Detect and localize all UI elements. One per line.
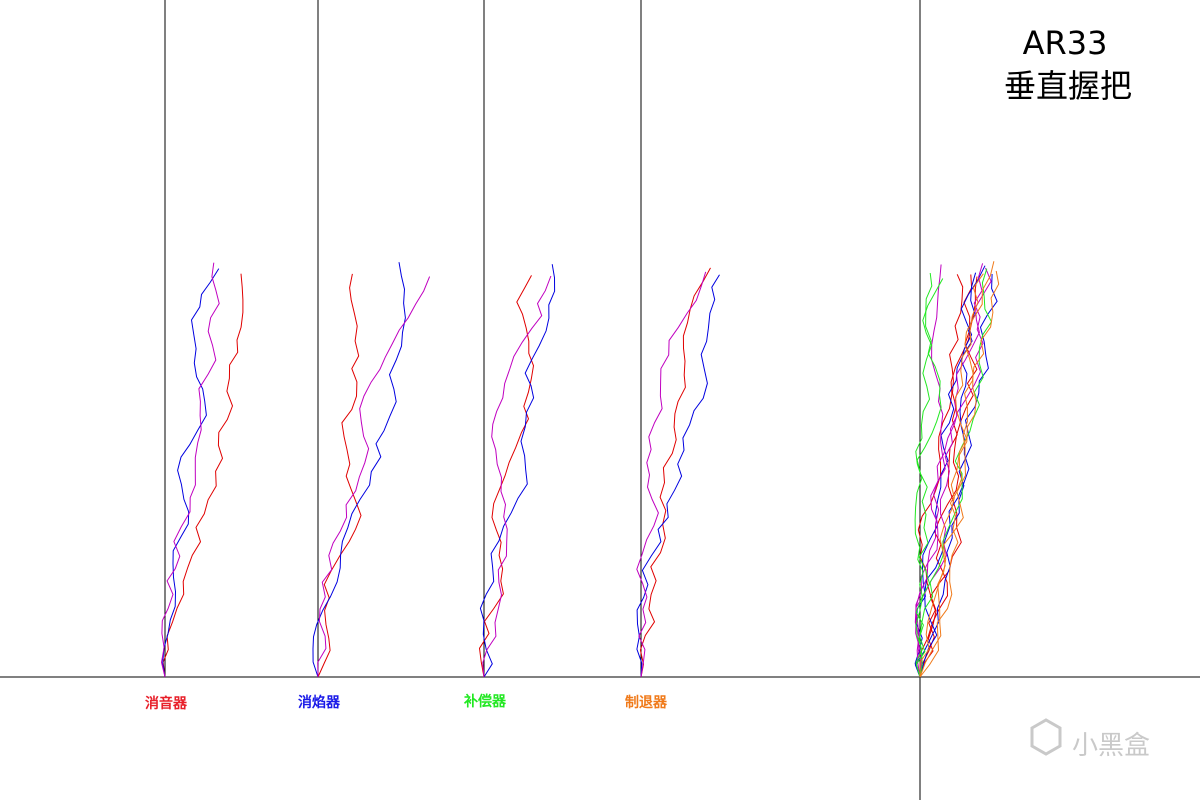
recoil-trace bbox=[915, 264, 946, 678]
recoil-trace bbox=[636, 271, 707, 678]
recoil-trace bbox=[162, 268, 220, 678]
column-label: 制退器 bbox=[625, 694, 668, 711]
recoil-trace bbox=[639, 267, 711, 678]
recoil-trace bbox=[482, 275, 552, 678]
recoil-trace bbox=[317, 273, 362, 678]
recoil-trace bbox=[317, 276, 431, 678]
recoil-trace bbox=[479, 264, 556, 678]
recoil-trace bbox=[915, 268, 993, 678]
recoil-trace bbox=[914, 278, 944, 678]
recoil-trace bbox=[919, 270, 1000, 678]
column-label: 补偿器 bbox=[463, 693, 507, 710]
traces bbox=[160, 261, 1000, 678]
recoil-trace bbox=[919, 273, 984, 678]
title: AR33 bbox=[1023, 24, 1108, 62]
recoil-trace bbox=[162, 273, 244, 678]
watermark-text: 小黑盒 bbox=[1072, 731, 1150, 761]
recoil-trace bbox=[312, 262, 406, 678]
subtitle: 垂直握把 bbox=[1004, 67, 1132, 105]
watermark-icon bbox=[1030, 718, 1062, 756]
recoil-trace bbox=[914, 273, 998, 678]
recoil-trace bbox=[919, 261, 995, 678]
column-label: 消焰器 bbox=[298, 694, 341, 711]
recoil-trace bbox=[478, 275, 535, 678]
recoil-trace bbox=[914, 267, 992, 678]
recoil-trace bbox=[636, 274, 720, 678]
column-label: 消音器 bbox=[145, 695, 188, 712]
recoil-trace bbox=[160, 262, 220, 678]
watermark: 小黑盒 bbox=[1030, 718, 1150, 761]
